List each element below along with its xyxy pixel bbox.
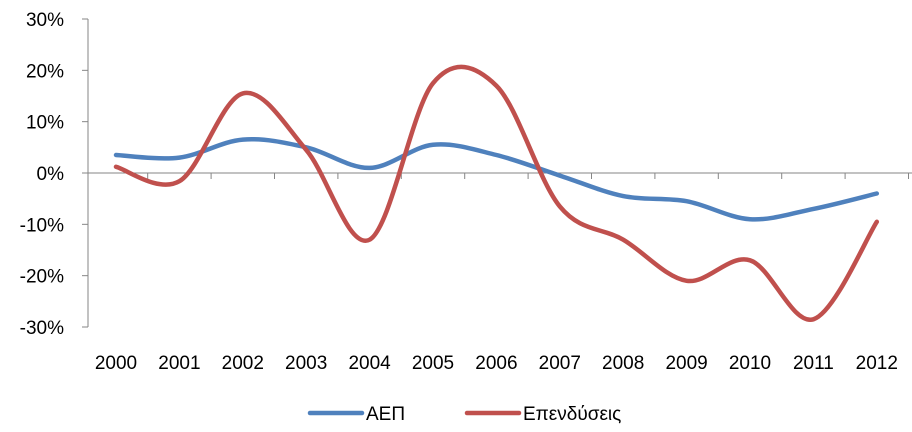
y-tick-label: -10%: [20, 215, 64, 236]
y-axis: 30% 20% 10% 0% -10% -20% -30%: [20, 10, 89, 339]
x-tick-label: 2011: [793, 353, 834, 374]
series-lines: [113, 64, 880, 322]
legend-label: Επενδύσεις: [523, 404, 621, 425]
x-tick-label: 2001: [158, 353, 200, 374]
y-tick-label: 20%: [26, 61, 64, 82]
x-tick-label: 2012: [856, 353, 898, 374]
series-line-1: [113, 137, 880, 222]
series-line-2: [113, 64, 880, 322]
x-tick-label: 2008: [602, 353, 644, 374]
x-tick-label: 2006: [475, 353, 517, 374]
x-tick-label: 2007: [539, 353, 581, 374]
x-axis: 2000 2001 2002 2003 2004 2005 2006 2007 2008 2009…: [88, 172, 912, 374]
x-tick-label: 2005: [412, 353, 454, 374]
legend: ΑΕΠ Επενδύσεις: [307, 404, 621, 425]
y-tick-label: -20%: [20, 267, 64, 288]
legend-label: ΑΕΠ: [366, 404, 405, 425]
x-tick-label: 2010: [729, 353, 771, 374]
x-tick-label: 2003: [285, 353, 327, 374]
y-tick-label: 30%: [26, 10, 64, 31]
y-tick-label: 10%: [26, 113, 64, 134]
x-tick-label: 2002: [222, 353, 264, 374]
x-tick-label: 2009: [665, 353, 707, 374]
x-tick-label: 2004: [348, 353, 391, 374]
y-tick-label: -30%: [20, 318, 64, 339]
x-tick-label: 2000: [95, 353, 137, 374]
y-tick-label: 0%: [37, 164, 65, 185]
